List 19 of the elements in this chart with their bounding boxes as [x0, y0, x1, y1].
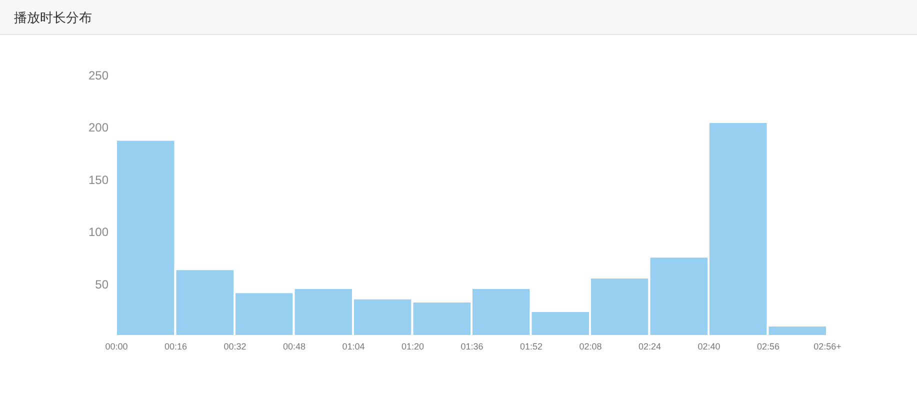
- y-tick-label: 150: [88, 172, 109, 187]
- y-tick-label: 200: [88, 120, 109, 135]
- x-tick-label: 02:24: [638, 342, 662, 352]
- y-tick-label: 50: [95, 277, 109, 292]
- x-tick-label: 01:52: [520, 342, 543, 352]
- x-tick-label: 02:08: [579, 342, 602, 352]
- x-tick-label: 02:40: [698, 342, 720, 352]
- x-tick-label: 01:20: [401, 342, 424, 352]
- x-tick-label: 00:32: [224, 342, 246, 352]
- y-tick-label: 250: [88, 68, 109, 82]
- x-tick-label: 00:16: [164, 342, 188, 352]
- y-tick-label: 100: [88, 225, 109, 240]
- chart-title: 播放时长分布: [0, 0, 917, 35]
- x-tick-label: 00:00: [105, 342, 128, 352]
- x-tick-label: 01:36: [460, 342, 484, 352]
- x-tick-label: 02:56: [756, 342, 780, 352]
- x-tick-label: 02:56+: [814, 342, 842, 352]
- x-tick-label: 00:48: [282, 342, 306, 352]
- x-tick-label: 01:04: [342, 342, 365, 352]
